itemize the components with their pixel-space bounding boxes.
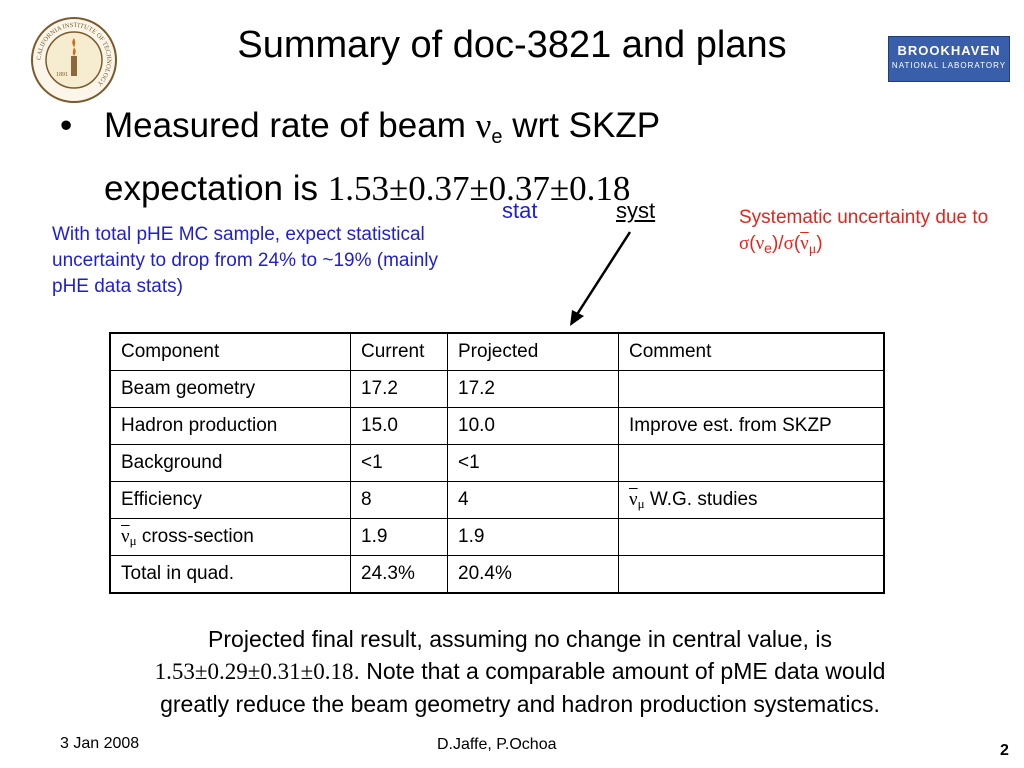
- brookhaven-logo: BROOKHAVEN NATIONAL LABORATORY: [888, 36, 1010, 82]
- table-cell: 15.0: [350, 407, 448, 445]
- footer-authors: D.Jaffe, P.Ochoa: [437, 736, 557, 753]
- table-row: Total in quad. 24.3% 20.4%: [109, 555, 885, 594]
- table-cell: Background: [109, 444, 351, 482]
- header-cell: Current: [350, 332, 448, 371]
- table-cell: Hadron production: [109, 407, 351, 445]
- subscript-mu: μ: [637, 495, 645, 511]
- table-cell: 17.2: [447, 370, 619, 408]
- page-number: 2: [1000, 742, 1009, 759]
- footer-date: 3 Jan 2008: [60, 735, 140, 752]
- table-cell: 17.2: [350, 370, 448, 408]
- table-cell: 8: [350, 481, 448, 519]
- bullet-dot: •: [60, 106, 73, 145]
- nu-symbol: ν: [755, 233, 765, 254]
- table-cell: Beam geometry: [109, 370, 351, 408]
- systematic-note-text: Systematic uncertainty due to: [739, 207, 989, 228]
- table-cell: Total in quad.: [109, 555, 351, 594]
- table-cell: [618, 444, 885, 482]
- table-cell: 1.9: [447, 518, 619, 556]
- nu-bar-symbol: ν: [800, 233, 809, 254]
- header-cell: Component: [109, 332, 351, 371]
- bottom-line: . Note that a comparable amount of pME d…: [353, 658, 886, 684]
- table-header-row: Component Current Projected Comment: [109, 332, 885, 371]
- table-row: Efficiency 8 4 νμ W.G. studies: [109, 481, 885, 519]
- slide-title: Summary of doc-3821 and plans: [237, 24, 787, 66]
- bottom-line: greatly reduce the beam geometry and had…: [160, 691, 880, 717]
- brookhaven-logo-subtitle: NATIONAL LABORATORY: [891, 61, 1007, 70]
- table-row: νμ cross-section 1.9 1.9: [109, 518, 885, 556]
- measured-value: 1.53±0.37±0.37±0.18: [327, 169, 631, 208]
- header-cell: Projected: [447, 332, 619, 371]
- table-cell: <1: [447, 444, 619, 482]
- nu-symbol: ν: [475, 106, 492, 145]
- subscript-mu: μ: [129, 532, 137, 548]
- statistical-note: With total pHE MC sample, expect statist…: [52, 224, 438, 297]
- syst-arrow: [570, 231, 632, 326]
- subscript-e: e: [491, 126, 503, 148]
- systematics-table: Component Current Projected Comment Beam…: [109, 332, 885, 594]
- table-cell: νμ W.G. studies: [618, 481, 885, 519]
- bullet-text-part: expectation is: [104, 169, 328, 208]
- table-row: Beam geometry 17.2 17.2: [109, 370, 885, 408]
- table-cell-text: W.G. studies: [649, 488, 758, 510]
- nu-bar-symbol: ν: [629, 488, 638, 510]
- bullet-text-part: wrt SKZP: [502, 106, 661, 145]
- table-cell: 4: [447, 481, 619, 519]
- sigma-symbol: σ: [783, 233, 794, 254]
- svg-text:1891: 1891: [56, 72, 68, 78]
- table-cell: Efficiency: [109, 481, 351, 519]
- systematic-note: Systematic uncertainty due to σ(νe)/σ(νμ…: [739, 207, 989, 257]
- nu-bar-symbol: ν: [121, 525, 130, 547]
- header-cell: Comment: [618, 332, 885, 371]
- table-cell: <1: [350, 444, 448, 482]
- table-cell: Improve est. from SKZP: [618, 407, 885, 445]
- table-cell: [618, 518, 885, 556]
- table-row: Hadron production 15.0 10.0 Improve est.…: [109, 407, 885, 445]
- table-cell: [618, 370, 885, 408]
- bullet-text-part: Measured rate of beam: [104, 106, 476, 145]
- table-cell: 1.9: [350, 518, 448, 556]
- subscript-mu: μ: [808, 242, 817, 257]
- projected-result-text: Projected final result, assuming no chan…: [60, 623, 980, 720]
- brookhaven-logo-name: BROOKHAVEN: [897, 43, 1001, 58]
- table-cell: [618, 555, 885, 594]
- subscript-e: e: [764, 240, 772, 256]
- table-cell-text: cross-section: [141, 525, 254, 547]
- table-cell: 24.3%: [350, 555, 448, 594]
- table-row: Background <1 <1: [109, 444, 885, 482]
- stat-label: stat: [502, 198, 538, 223]
- sigma-symbol: σ: [739, 233, 750, 254]
- projected-value: 1.53±0.29±0.31±0.18: [154, 659, 354, 684]
- table-cell: 10.0: [447, 407, 619, 445]
- table-cell: νμ cross-section: [109, 518, 351, 556]
- bottom-line: Projected final result, assuming no chan…: [208, 626, 832, 652]
- syst-label: syst: [616, 198, 656, 223]
- bullet-text: Measured rate of beam νe wrt SKZP expect…: [104, 100, 884, 215]
- caltech-seal-logo: CALIFORNIA INSTITUTE OF TECHNOLOGY 1891: [31, 17, 117, 103]
- table-cell: 20.4%: [447, 555, 619, 594]
